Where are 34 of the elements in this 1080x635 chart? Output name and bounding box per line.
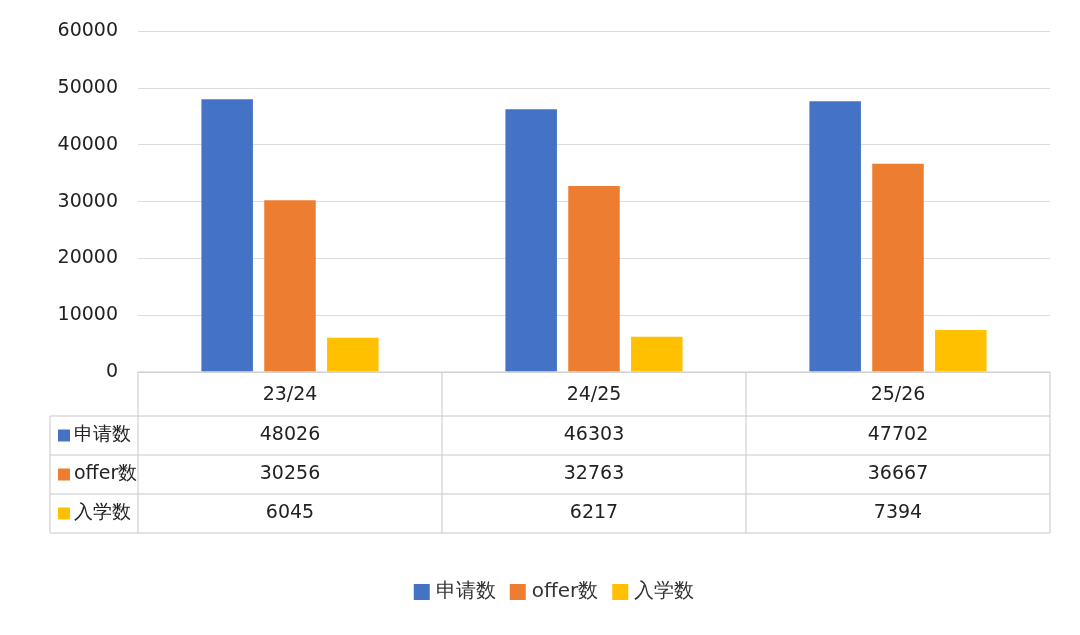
x-tick-label: 24/25 (566, 382, 622, 405)
bar (872, 163, 924, 372)
legend-label: offer数 (74, 461, 138, 484)
bar (809, 101, 861, 372)
data-label: 32763 (563, 461, 625, 484)
data-label: 47702 (867, 422, 929, 445)
y-tick-label: 50000 (57, 75, 118, 98)
bar (327, 337, 379, 372)
bar (264, 200, 316, 372)
data-label: 6217 (569, 500, 619, 523)
text: 申请数 (435, 578, 496, 603)
data-label: 7394 (873, 500, 923, 523)
data-label: 30256 (259, 461, 321, 484)
data-label: 36667 (867, 461, 929, 484)
bar (631, 336, 683, 372)
data-label: 6045 (265, 500, 315, 523)
text: 入学数 (74, 500, 131, 523)
bar (935, 330, 987, 372)
y-tick-label: 10000 (57, 302, 118, 325)
y-tick-label: 30000 (57, 188, 118, 211)
x-tick-label: 25/26 (870, 382, 926, 405)
legend-label: 申请数 (74, 422, 131, 445)
y-tick-label: 0 (105, 358, 118, 381)
x-tick-label: 23/24 (262, 382, 318, 405)
bar (568, 186, 620, 372)
bar (505, 109, 557, 372)
data-label: 46303 (563, 422, 625, 445)
text: offer数 (531, 578, 599, 603)
bar (201, 99, 253, 372)
y-tick-label: 40000 (57, 131, 118, 154)
y-tick-label: 20000 (57, 245, 118, 268)
y-tick-label: 60000 (57, 18, 118, 41)
legend-label: 入学数 (634, 578, 695, 603)
data-label: 48026 (259, 422, 321, 445)
